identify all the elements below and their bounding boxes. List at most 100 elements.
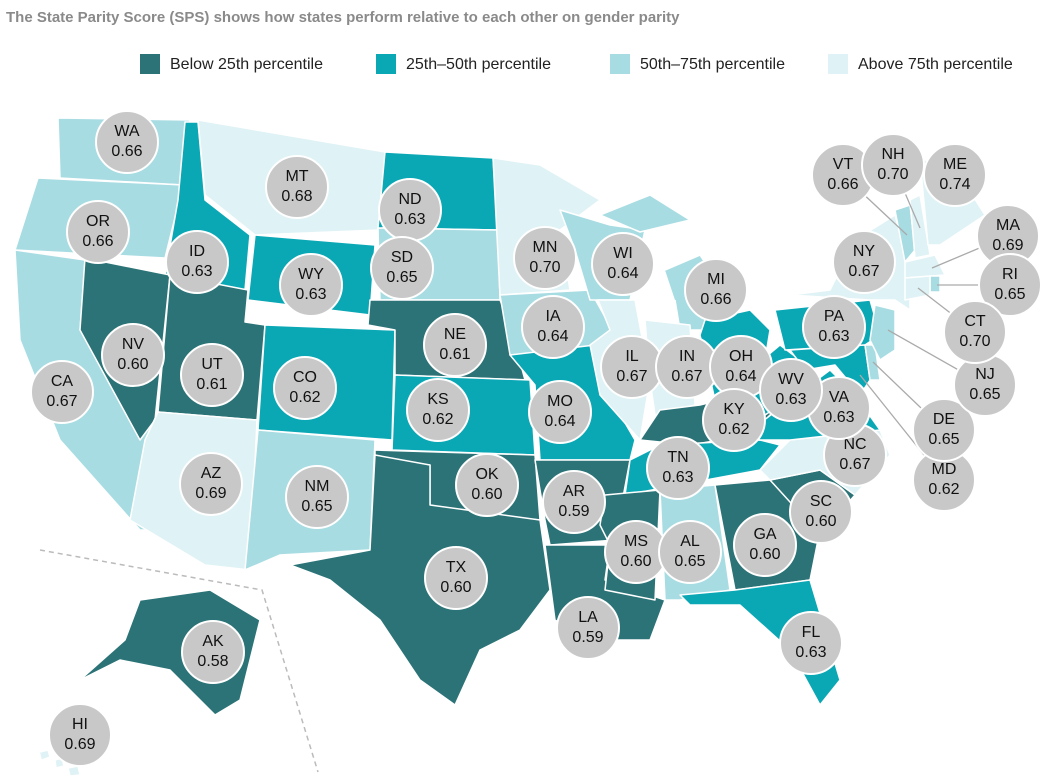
- state-abbr: WV: [778, 371, 804, 388]
- state-abbr: KY: [723, 401, 745, 418]
- state-score: 0.74: [939, 176, 970, 193]
- score-bubble: [101, 323, 165, 387]
- state-abbr: NH: [881, 146, 904, 163]
- state-score: 0.60: [749, 546, 780, 563]
- state-score: 0.70: [959, 333, 990, 350]
- state-score: 0.58: [197, 653, 228, 670]
- state-score: 0.60: [620, 553, 651, 570]
- state-abbr: OH: [729, 348, 753, 365]
- state-abbr: ID: [189, 243, 205, 260]
- score-bubble: [66, 200, 130, 264]
- score-bubble: [600, 335, 664, 399]
- state-abbr: KS: [427, 391, 448, 408]
- state-abbr: IA: [545, 308, 560, 325]
- state-abbr: ME: [943, 156, 967, 173]
- score-bubble: [832, 230, 896, 294]
- state-abbr: AL: [680, 533, 700, 550]
- state-score: 0.63: [823, 409, 854, 426]
- state-abbr: FL: [802, 624, 821, 641]
- state-score: 0.65: [969, 386, 1000, 403]
- state-abbr: MN: [533, 239, 558, 256]
- state-score: 0.67: [671, 368, 702, 385]
- state-score: 0.63: [775, 391, 806, 408]
- state-score: 0.70: [877, 166, 908, 183]
- state-score: 0.63: [662, 469, 693, 486]
- state-score: 0.63: [394, 211, 425, 228]
- score-bubble: [542, 470, 606, 534]
- score-bubble: [591, 232, 655, 296]
- state-abbr: CT: [964, 313, 986, 330]
- state-score: 0.65: [386, 269, 417, 286]
- state-score: 0.67: [839, 456, 870, 473]
- score-bubble: [521, 295, 585, 359]
- state-abbr: MA: [996, 217, 1020, 234]
- score-bubble: [655, 335, 719, 399]
- state-score: 0.62: [718, 421, 749, 438]
- state-abbr: WI: [613, 245, 633, 262]
- score-bubble: [30, 360, 94, 424]
- state-abbr: UT: [201, 356, 223, 373]
- score-bubble: [759, 358, 823, 422]
- state-abbr: NM: [305, 478, 330, 495]
- state-abbr: LA: [578, 609, 598, 626]
- state-abbr: IN: [679, 348, 695, 365]
- state-abbr: TX: [446, 559, 467, 576]
- state-score: 0.60: [471, 486, 502, 503]
- legend-swatch: [828, 54, 848, 74]
- state-score: 0.60: [805, 513, 836, 530]
- state-abbr: MS: [624, 533, 648, 550]
- state-score: 0.66: [827, 176, 858, 193]
- state-abbr: NE: [444, 326, 466, 343]
- state-score: 0.60: [440, 579, 471, 596]
- state-abbr: ND: [398, 191, 421, 208]
- state-abbr: AZ: [201, 465, 222, 482]
- state-shape: [869, 304, 896, 361]
- legend-label: Above 75th percentile: [858, 56, 1013, 73]
- state-score: 0.63: [295, 286, 326, 303]
- state-abbr: NV: [122, 336, 145, 353]
- state-score: 0.63: [181, 263, 212, 280]
- score-bubble: [423, 313, 487, 377]
- state-score: 0.65: [301, 498, 332, 515]
- state-score: 0.65: [674, 553, 705, 570]
- state-shape: [904, 254, 946, 279]
- score-bubble: [265, 155, 329, 219]
- state-abbr: DE: [933, 411, 955, 428]
- state-abbr: NY: [853, 243, 876, 260]
- legend-label: 50th–75th percentile: [640, 56, 785, 73]
- state-abbr: HI: [72, 716, 88, 733]
- state-abbr: TN: [667, 449, 688, 466]
- title: The State Parity Score (SPS) shows how s…: [6, 9, 680, 26]
- score-bubble: [779, 611, 843, 675]
- score-bubble: [943, 300, 1007, 364]
- state-score: 0.59: [572, 629, 603, 646]
- state-score: 0.64: [537, 328, 568, 345]
- score-bubble: [556, 596, 620, 660]
- legend-label: Below 25th percentile: [170, 56, 323, 73]
- state-abbr: CO: [293, 369, 317, 386]
- score-bubble: [912, 398, 976, 462]
- score-bubble: [513, 226, 577, 290]
- score-bubble: [95, 110, 159, 174]
- score-bubble: [604, 520, 668, 584]
- state-score: 0.65: [928, 431, 959, 448]
- score-bubble: [658, 520, 722, 584]
- state-abbr: PA: [824, 308, 844, 325]
- state-score: 0.65: [994, 286, 1025, 303]
- state-score: 0.63: [818, 328, 849, 345]
- state-abbr: MT: [285, 168, 308, 185]
- score-bubble: [802, 295, 866, 359]
- state-abbr: OK: [475, 466, 498, 483]
- legend-swatch: [140, 54, 160, 74]
- state-score: 0.69: [64, 736, 95, 753]
- state-score: 0.63: [795, 644, 826, 661]
- score-bubble: [424, 546, 488, 610]
- state-score: 0.61: [439, 346, 470, 363]
- state-abbr: AR: [563, 483, 585, 500]
- score-bubble: [702, 388, 766, 452]
- score-bubble: [861, 133, 925, 197]
- legend-swatch: [610, 54, 630, 74]
- state-abbr: AK: [202, 633, 224, 650]
- state-abbr: IL: [625, 348, 638, 365]
- state-abbr: SD: [391, 249, 413, 266]
